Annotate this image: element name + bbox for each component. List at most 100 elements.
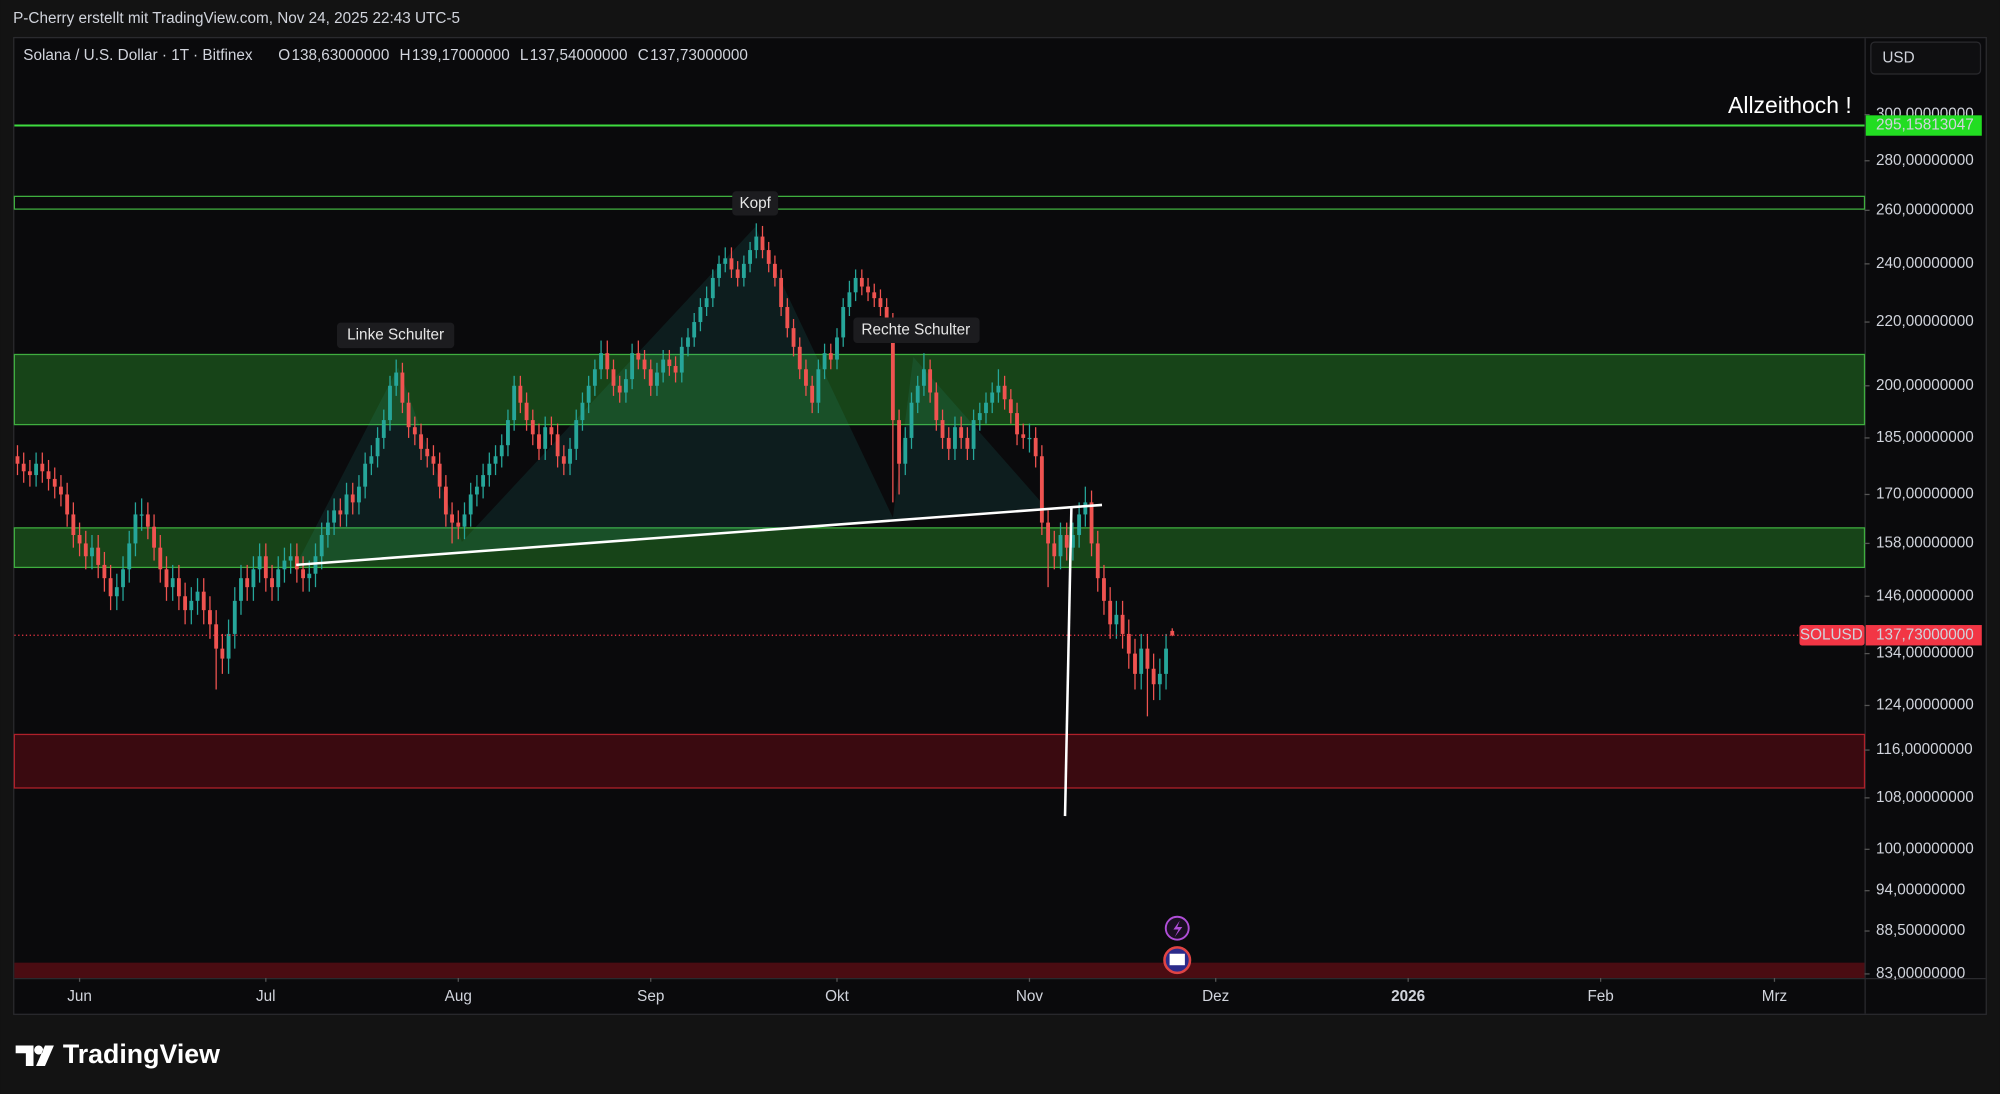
ohlc-value: 137,73000000 <box>650 47 748 64</box>
candle-body <box>456 522 461 527</box>
target-line <box>1063 507 1073 817</box>
candle-body <box>890 322 895 421</box>
candle-body <box>270 578 274 588</box>
x-tick-label: 2026 <box>1391 988 1425 1005</box>
candle-body <box>419 434 423 449</box>
event-icon-glyph <box>1169 953 1185 966</box>
candle-body <box>108 578 113 597</box>
candle-body <box>1046 522 1051 544</box>
candle-body <box>785 307 790 329</box>
candle-body <box>363 463 368 487</box>
candle-body <box>493 456 498 464</box>
currency: USD <box>1882 50 1914 67</box>
y-tick-label: 124,00000000 <box>1876 697 1974 714</box>
candle-body <box>866 286 870 293</box>
candle-body <box>779 277 784 308</box>
candle-body <box>977 413 982 421</box>
candle-body <box>1027 437 1032 440</box>
candle-body <box>338 510 343 515</box>
candle-body <box>655 372 659 386</box>
y-tick-label: 220,00000000 <box>1876 313 1974 330</box>
candle-body <box>145 514 150 527</box>
y-tick-label: 260,00000000 <box>1876 201 1974 218</box>
ath-label-box <box>1865 115 1982 136</box>
candle-body <box>698 307 703 323</box>
candle-body <box>822 353 827 370</box>
neckline <box>296 503 1103 567</box>
x-tick-label: Jul <box>256 988 276 1005</box>
annotation-box <box>336 322 455 349</box>
y-tick-label: 134,00000000 <box>1876 645 1974 662</box>
currency-box[interactable] <box>1870 41 1982 75</box>
candle-body <box>599 353 604 370</box>
candle-body <box>673 366 678 373</box>
candle-body <box>990 392 995 403</box>
candle-body <box>201 591 206 611</box>
candle-body <box>754 236 759 251</box>
attribution: P-Cherry erstellt mit TradingView.com, N… <box>13 10 460 27</box>
annotation-box <box>732 191 779 216</box>
candle-body <box>251 569 256 588</box>
candle-body <box>884 307 889 323</box>
candle-body <box>853 277 858 293</box>
candle-body <box>183 596 188 611</box>
support-zone <box>13 733 1866 789</box>
candle-body <box>388 385 392 421</box>
candle-body <box>1139 648 1144 674</box>
candle-body <box>450 514 454 523</box>
candle-body <box>592 369 597 386</box>
candle-body <box>474 486 479 495</box>
candle-body <box>1120 614 1125 634</box>
candle-body <box>499 445 504 457</box>
candle-body <box>965 437 970 449</box>
y-tick-label: 170,00000000 <box>1876 486 1974 503</box>
candle-body <box>1058 535 1063 557</box>
candle-body <box>369 456 374 464</box>
candle-body <box>940 420 945 438</box>
candle-body <box>543 427 548 449</box>
candle-body <box>34 463 39 476</box>
candle-body <box>226 633 231 659</box>
x-tick-label: Jun <box>67 988 92 1005</box>
candle-body <box>772 263 777 278</box>
candle-body <box>903 437 908 464</box>
candle-body <box>468 494 473 515</box>
candle-body <box>245 578 250 588</box>
candle-body <box>984 402 988 414</box>
candle-body <box>71 514 76 536</box>
candle-body <box>1021 434 1026 438</box>
candle-body <box>841 307 846 338</box>
x-tick-label: Okt <box>825 988 850 1005</box>
candle-body <box>15 456 20 464</box>
candle-body <box>127 543 132 570</box>
candle-body <box>158 547 163 570</box>
candle-body <box>946 437 951 449</box>
candle-body <box>1108 600 1113 625</box>
y-tick-label: 94,00000000 <box>1876 882 1965 899</box>
candle-body <box>332 510 337 523</box>
candle-body <box>549 427 554 435</box>
candle-body <box>971 420 976 449</box>
candle-body <box>611 369 616 386</box>
x-tick-label: Dez <box>1202 988 1229 1005</box>
event-icons <box>1163 915 1192 975</box>
candle-body <box>530 420 535 435</box>
logo-mark <box>15 1045 54 1066</box>
candle-body <box>1039 456 1044 523</box>
candle-body <box>462 514 467 527</box>
candle-body <box>1133 653 1137 674</box>
candle-body <box>710 277 715 299</box>
candle-body <box>568 448 572 464</box>
candle-body <box>152 526 156 548</box>
candle-body <box>580 402 585 421</box>
candle-body <box>406 402 411 428</box>
annotation: Rechte Schulter <box>861 321 970 338</box>
candle-body <box>835 337 839 360</box>
candle-body <box>350 494 355 503</box>
candle-body <box>1095 543 1100 579</box>
y-tick-label: 100,00000000 <box>1876 840 1974 857</box>
candle-body <box>506 420 510 446</box>
candle-body <box>121 569 125 588</box>
resistance-zone <box>13 195 1866 210</box>
candle-body <box>208 610 212 625</box>
